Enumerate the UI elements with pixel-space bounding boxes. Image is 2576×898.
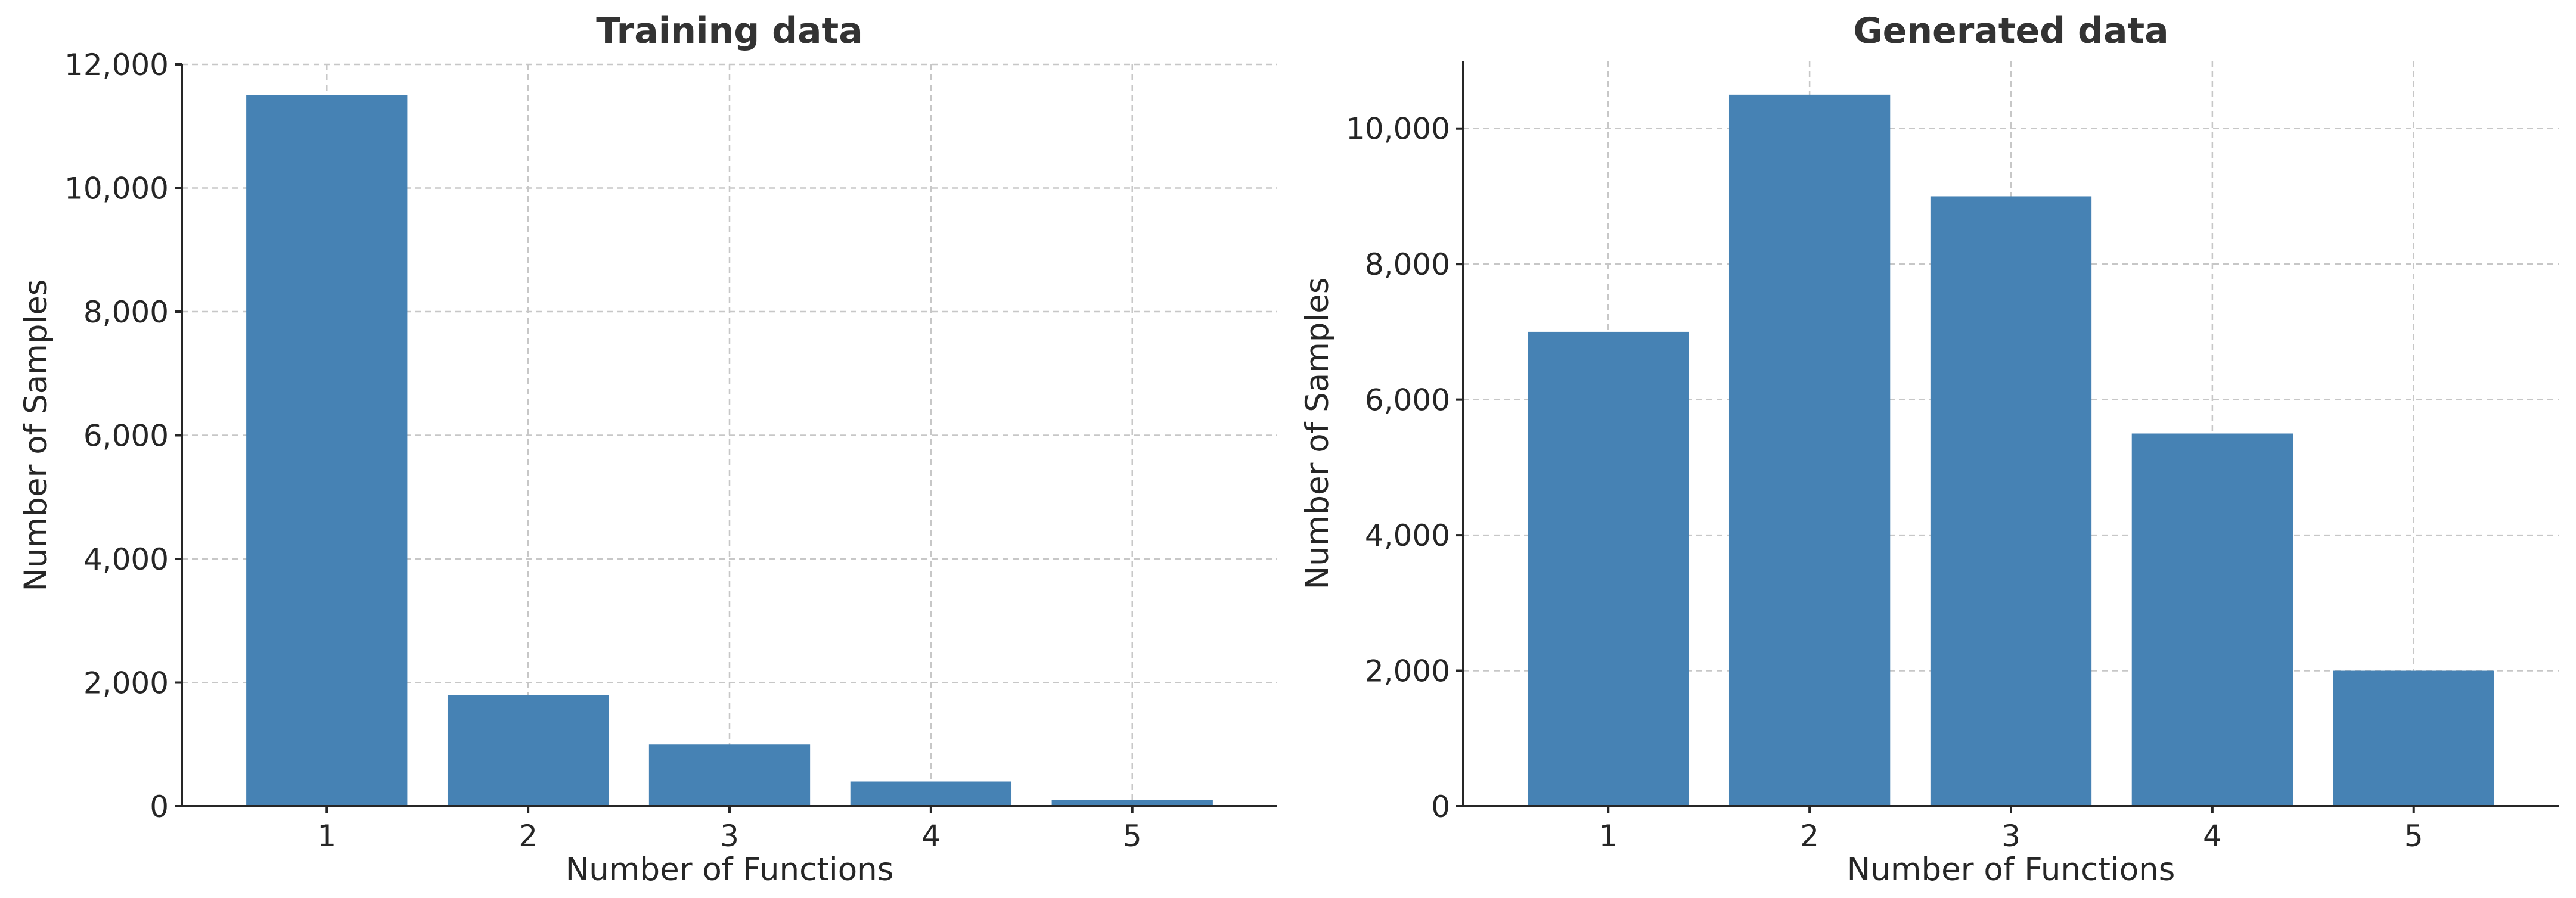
- training-bar-5: [1051, 800, 1213, 806]
- generated-y-tick-label: 10,000: [1346, 112, 1450, 147]
- training-x-tick-label: 4: [921, 819, 941, 853]
- generated-data-chart: 0 2,000 4,000 6,000 8,000 10,000 1 2 3 4 5 Generat…: [1299, 10, 2559, 888]
- generated-bar-5: [2333, 670, 2494, 806]
- training-x-tick-label: 3: [720, 819, 739, 853]
- generated-x-tick-label: 4: [2203, 819, 2222, 853]
- training-bar-4: [850, 781, 1012, 806]
- training-bar-3: [648, 744, 811, 806]
- training-y-axis-label: Number of Samples: [18, 279, 54, 591]
- generated-y-tick-label: 0: [1431, 790, 1450, 824]
- training-data-chart: 0 2,000 4,000 6,000 8,000 10,000 12,000 1 2 3 4 5 T…: [18, 10, 1277, 888]
- training-bar-2: [447, 695, 609, 806]
- training-y-tick-label: 8,000: [83, 295, 169, 330]
- generated-y-tick-label: 4,000: [1365, 518, 1450, 553]
- training-y-tick-label: 4,000: [83, 542, 169, 577]
- generated-bar-1: [1528, 331, 1689, 806]
- generated-x-tick-label: 5: [2404, 819, 2423, 853]
- generated-x-tick-label: 3: [2001, 819, 2021, 853]
- training-bar-1: [246, 95, 408, 806]
- generated-y-axis-label: Number of Samples: [1299, 277, 1336, 589]
- generated-y-tick-label: 8,000: [1365, 247, 1450, 282]
- training-y-tick-label: 2,000: [83, 666, 169, 701]
- training-x-tick-label: 1: [317, 819, 336, 853]
- generated-x-tick-label: 2: [1800, 819, 1819, 853]
- training-y-tick-label: 12,000: [64, 48, 169, 82]
- training-x-tick-label: 5: [1123, 819, 1142, 853]
- training-bars: [246, 95, 1213, 806]
- training-x-tick-label: 2: [519, 819, 538, 853]
- training-chart-title: Training data: [596, 10, 862, 52]
- generated-x-tick-label: 1: [1599, 819, 1618, 853]
- generated-bar-4: [2131, 433, 2293, 806]
- generated-y-tick-label: 2,000: [1365, 654, 1450, 689]
- generated-bar-2: [1728, 94, 1891, 806]
- training-ticks: 0 2,000 4,000 6,000 8,000 10,000 12,000 1 2 3 4 5: [64, 48, 1142, 853]
- generated-ticks: 0 2,000 4,000 6,000 8,000 10,000 1 2 3 4 5: [1346, 112, 2423, 853]
- training-y-tick-label: 6,000: [83, 419, 169, 453]
- generated-x-axis-label: Number of Functions: [1847, 852, 2175, 888]
- training-y-tick-label: 0: [150, 790, 169, 824]
- generated-bar-3: [1930, 196, 2092, 806]
- generated-y-tick-label: 6,000: [1365, 383, 1450, 418]
- generated-bars: [1528, 94, 2494, 806]
- training-y-tick-label: 10,000: [64, 172, 169, 206]
- training-x-axis-label: Number of Functions: [566, 852, 894, 888]
- generated-chart-title: Generated data: [1853, 10, 2168, 52]
